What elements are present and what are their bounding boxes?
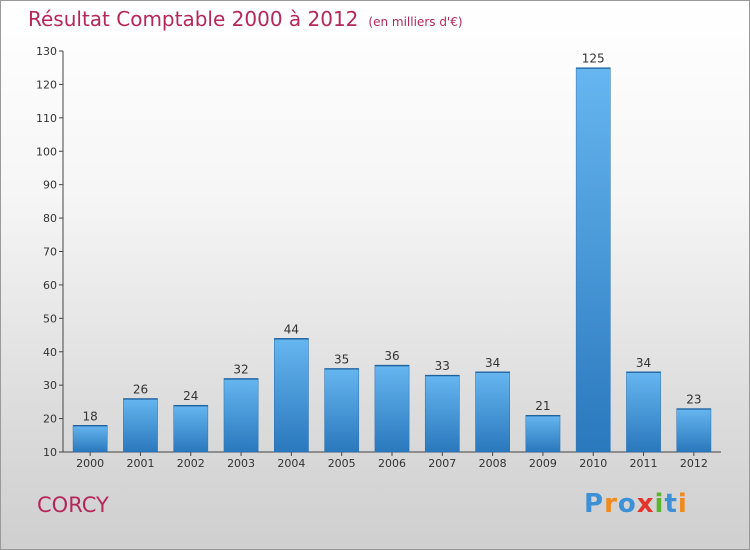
x-tick-label-2000: 2000	[76, 457, 104, 470]
data-label-2011: 34	[636, 356, 651, 370]
x-tick-label-2012: 2012	[680, 457, 708, 470]
y-tick-label: 40	[43, 346, 57, 359]
bar-2012	[676, 408, 712, 453]
x-tick-label-2007: 2007	[428, 457, 456, 470]
bar-chart: 10 20 30 40 50 60 70 80 90 100 110 120 130 2000 2001 20…	[36, 45, 721, 470]
logo-letter: P	[584, 489, 605, 519]
y-tick-label: 80	[43, 212, 57, 225]
proxiti-logo: Proxiti	[584, 489, 688, 519]
logo-letter: t	[664, 489, 678, 519]
logo-letter: o	[617, 489, 637, 519]
y-tick-label: 130	[36, 45, 57, 58]
data-label-2010: 125	[582, 52, 605, 66]
x-tick-label-2004: 2004	[277, 457, 305, 470]
data-label-2007: 33	[435, 359, 450, 373]
logo-letter: x	[636, 489, 655, 519]
bar-2005	[324, 368, 360, 453]
logo-letter: i	[677, 489, 688, 519]
bar-2006	[374, 364, 410, 453]
bar-2002	[173, 404, 209, 453]
chart-subtitle: (en milliers d'€)	[368, 15, 463, 29]
x-tick-label-2003: 2003	[227, 457, 255, 470]
data-label-2008: 34	[485, 356, 500, 370]
y-tick-label: 50	[43, 312, 57, 325]
chart-axes: 10 20 30 40 50 60 70 80 90 100 110 120 130 2000 2001 20…	[36, 45, 721, 470]
y-tick-label: 100	[36, 145, 57, 158]
y-tick-label: 20	[43, 413, 57, 426]
bar-2001	[123, 398, 158, 453]
bar-2011	[626, 371, 661, 453]
x-tick-label-2008: 2008	[479, 457, 507, 470]
x-tick-label-2005: 2005	[328, 457, 356, 470]
data-label-2000: 18	[83, 409, 98, 423]
data-label-2006: 36	[384, 349, 399, 363]
y-tick-label: 70	[43, 246, 57, 259]
y-tick-label: 110	[36, 112, 57, 125]
x-tick-label-2001: 2001	[126, 457, 154, 470]
chart-bars: 18 26 24 32 44 35 36 33 34 21 125 34 23	[72, 52, 712, 453]
logo-letter: i	[654, 489, 665, 519]
bar-2008	[475, 371, 510, 453]
chart-title-text: Résultat Comptable 2000 à 2012	[28, 7, 359, 31]
data-label-2004: 44	[284, 322, 299, 336]
bar-2003	[223, 378, 259, 453]
y-tick-label: 10	[43, 446, 57, 459]
y-tick-label: 90	[43, 179, 57, 192]
y-tick-label: 60	[43, 279, 57, 292]
x-tick-label-2009: 2009	[529, 457, 557, 470]
x-tick-label-2010: 2010	[579, 457, 607, 470]
bar-2007	[424, 374, 460, 453]
data-label-2005: 35	[334, 352, 349, 366]
data-label-2012: 23	[686, 393, 701, 407]
x-tick-label-2011: 2011	[630, 457, 658, 470]
data-label-2002: 24	[183, 389, 198, 403]
bar-2000	[72, 425, 108, 453]
data-label-2009: 21	[535, 399, 550, 413]
bar-2004	[274, 338, 309, 453]
y-tick-label: 120	[36, 78, 57, 91]
x-tick-label-2002: 2002	[177, 457, 205, 470]
y-tick-label: 30	[43, 379, 57, 392]
bar-2010	[575, 67, 611, 453]
chart-title: Résultat Comptable 2000 à 2012 (en millie…	[28, 7, 463, 31]
bar-2009	[525, 414, 561, 453]
logo-letter: r	[604, 489, 618, 519]
data-label-2003: 32	[233, 362, 248, 376]
x-tick-label-2006: 2006	[378, 457, 406, 470]
data-label-2001: 26	[133, 383, 148, 397]
commune-name: CORCY	[37, 493, 109, 517]
